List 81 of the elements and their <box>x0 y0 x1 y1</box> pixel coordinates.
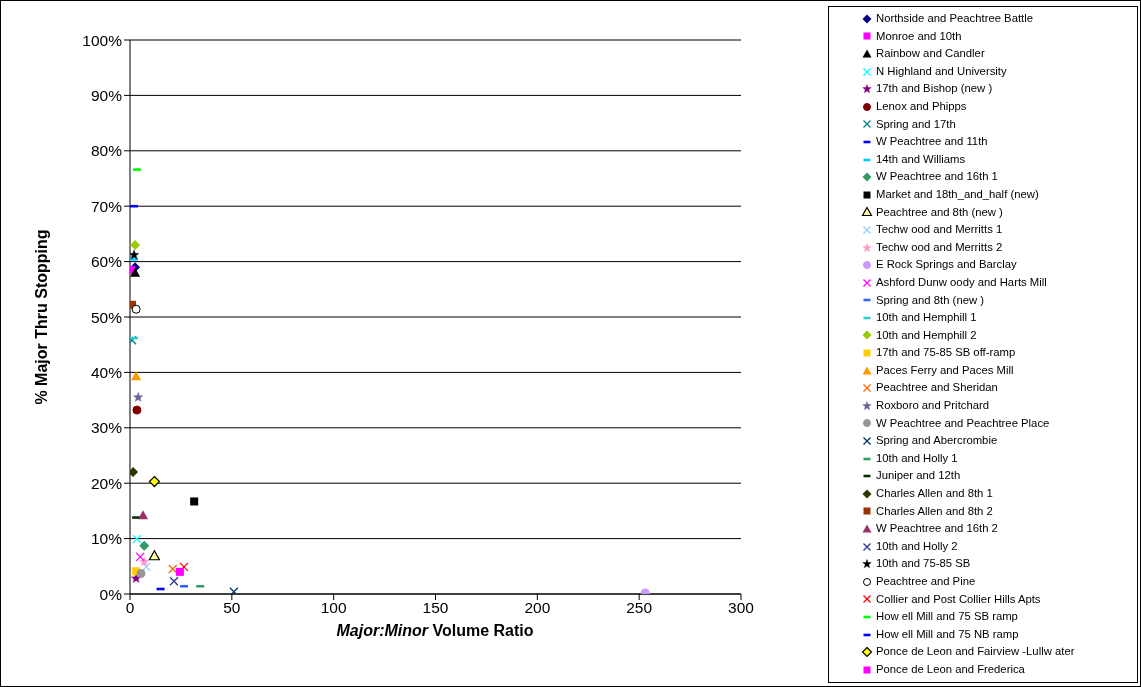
y-tick-label: 90% <box>90 86 123 104</box>
point <box>179 562 189 572</box>
legend-label: 17th and 75-85 SB off-ramp <box>876 345 1016 361</box>
legend-label: Spring and 17th <box>876 116 956 132</box>
legend-label: Ashford Dunw oody and Harts Mill <box>876 274 1047 290</box>
point <box>130 467 139 478</box>
point <box>148 475 161 488</box>
point <box>130 249 140 260</box>
point <box>130 239 141 250</box>
y-axis-title: % Major Thru Stopping <box>32 229 50 405</box>
legend-label: How ell Mill and 75 SB ramp <box>876 609 1018 625</box>
legend-label: Collier and Post Collier Hills Apts <box>876 591 1041 607</box>
point <box>175 567 184 576</box>
point <box>130 267 141 277</box>
legend-label: 14th and Williams <box>876 151 966 167</box>
point <box>138 510 149 520</box>
x-tick-label: 200 <box>524 599 551 617</box>
legend-label: 10th and Holly 2 <box>876 538 958 554</box>
legend-label: N Highland and University <box>876 63 1007 79</box>
point <box>168 564 178 574</box>
legend-label: How ell Mill and 75 NB ramp <box>876 626 1019 642</box>
point <box>130 335 137 345</box>
point <box>141 562 151 572</box>
y-tick-label: 40% <box>90 363 123 381</box>
point <box>133 392 144 402</box>
x-tick-label: 300 <box>728 599 755 617</box>
legend-label: Techw ood and Merritts 1 <box>876 222 1003 238</box>
legend-label: Charles Allen and 8th 1 <box>876 486 993 502</box>
x-tick-label: 50 <box>223 599 241 617</box>
y-tick-label: 60% <box>90 253 123 271</box>
legend-label: Market and 18th_and_half (new) <box>876 186 1039 202</box>
point <box>131 304 141 314</box>
point <box>136 569 146 578</box>
legend-label: W Peachtree and Peachtree Place <box>876 415 1050 431</box>
legend-label: Spring and Abercrombie <box>876 433 998 449</box>
y-tick-label: 50% <box>90 308 123 326</box>
x-tick-label: 0 <box>125 599 135 617</box>
legend-label: Monroe and 10th <box>876 28 962 44</box>
legend-label: Peachtree and Sheridan <box>876 380 998 396</box>
point <box>132 405 142 415</box>
legend-label: Charles Allen and 8th 2 <box>876 503 993 519</box>
legend-label: Northside and Peachtree Battle <box>876 11 1033 26</box>
point <box>190 497 199 506</box>
legend-label: Peachtree and Pine <box>876 574 976 589</box>
point <box>169 576 179 586</box>
legend-label: Ponce de Leon and Frederica <box>876 661 1025 677</box>
legend-label: Spring and 8th (new ) <box>876 292 985 308</box>
x-tick-label: 100 <box>320 599 347 617</box>
legend-label: Juniper and 12th <box>876 468 961 484</box>
x-tick-label: 250 <box>626 599 653 617</box>
y-tick-label: 30% <box>90 419 123 437</box>
legend-label: Techw ood and Merritts 2 <box>876 239 1003 255</box>
legend-label: Paces Ferry and Paces Mill <box>876 362 1014 378</box>
point <box>135 552 145 562</box>
y-tick-label: 100% <box>82 31 123 49</box>
point <box>139 540 150 551</box>
legend-label: E Rock Springs and Barclay <box>876 257 1017 273</box>
y-tick-label: 20% <box>90 474 123 492</box>
legend-label: Rainbow and Candler <box>876 46 985 62</box>
point <box>131 371 142 381</box>
x-tick-label: 150 <box>422 599 449 617</box>
point <box>132 534 142 544</box>
point <box>229 587 239 594</box>
legend-label: W Peachtree and 16th 1 <box>876 169 998 185</box>
y-tick-label: 0% <box>99 585 123 603</box>
legend-label: Roxboro and Pritchard <box>876 398 990 414</box>
legend-label: 10th and Hemphill 1 <box>876 310 977 326</box>
legend-label: 10th and 75-85 SB <box>876 556 971 572</box>
legend-label: 10th and Holly 1 <box>876 450 958 466</box>
legend-label: 10th and Hemphill 2 <box>876 327 977 343</box>
legend-label: Peachtree and 8th (new ) <box>876 204 1003 220</box>
legend-label: Ponce de Leon and Fairview -Lullw ater <box>876 644 1075 660</box>
legend-label: 17th and Bishop (new ) <box>876 81 993 97</box>
point <box>148 550 161 561</box>
legend-label: W Peachtree and 16th 2 <box>876 521 998 537</box>
legend-label: Lenox and Phipps <box>876 98 967 114</box>
y-tick-label: 10% <box>90 530 123 548</box>
y-tick-label: 70% <box>90 197 123 215</box>
legend-label: W Peachtree and 11th <box>876 134 988 150</box>
y-tick-label: 80% <box>90 142 123 160</box>
x-axis-title: Major:Minor Volume Ratio <box>336 622 534 639</box>
